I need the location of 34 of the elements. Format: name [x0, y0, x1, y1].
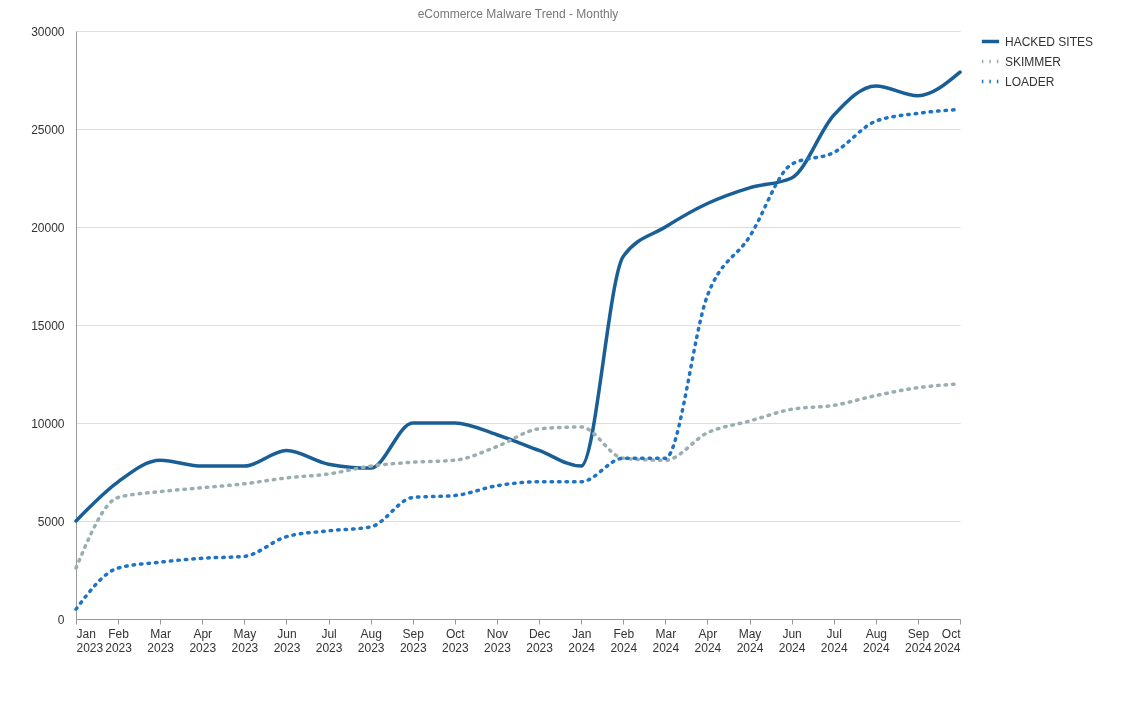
x-tick-label: Sep 2023	[399, 626, 427, 655]
legend-label: LOADER	[1005, 74, 1055, 89]
x-tick-label: Feb 2023	[105, 626, 133, 655]
legend-label: HACKED SITES	[1005, 34, 1094, 49]
x-tick-label: Jul 2023	[315, 626, 343, 655]
line-series	[74, 70, 962, 523]
x-tick-label: May 2024	[736, 626, 764, 655]
y-tick-label: 10000	[31, 416, 65, 431]
chart-title: eCommerce Malware Trend - Monthly	[417, 7, 619, 21]
x-tick-label: Aug 2024	[862, 626, 890, 655]
x-tick-label: Jan 2023	[76, 626, 104, 655]
x-tick-label: Mar 2023	[147, 626, 175, 655]
x-tick-label: Jun 2023	[273, 626, 301, 655]
y-tick-label: 30000	[31, 24, 65, 39]
x-tick-label: Apr 2023	[189, 626, 217, 655]
x-tick-label: Apr 2024	[694, 626, 722, 655]
x-tick-label: Mar 2024	[652, 626, 680, 655]
x-tick-label: May 2023	[231, 626, 259, 655]
y-tick-label: 0	[57, 612, 65, 627]
x-tick-label: Aug 2023	[357, 626, 385, 655]
x-tick-label: Nov 2023	[484, 626, 512, 655]
x-tick-label: Dec 2023	[526, 626, 554, 655]
x-tick-label: Sep 2024	[905, 626, 933, 655]
x-tick-label: Jul 2024	[820, 626, 848, 655]
y-tick-label: 25000	[31, 122, 65, 137]
legend-label: SKIMMER	[1005, 54, 1062, 69]
y-tick-label: 5000	[37, 514, 65, 529]
x-tick-label: Jan 2024	[568, 626, 596, 655]
y-tick-label: 20000	[31, 220, 65, 235]
x-tick-label: Oct 2024	[933, 626, 962, 655]
x-tick-label: Oct 2023	[442, 626, 470, 655]
x-tick-label: Feb 2024	[610, 626, 638, 655]
y-tick-label: 15000	[31, 318, 65, 333]
x-tick-label: Jun 2024	[778, 626, 806, 655]
